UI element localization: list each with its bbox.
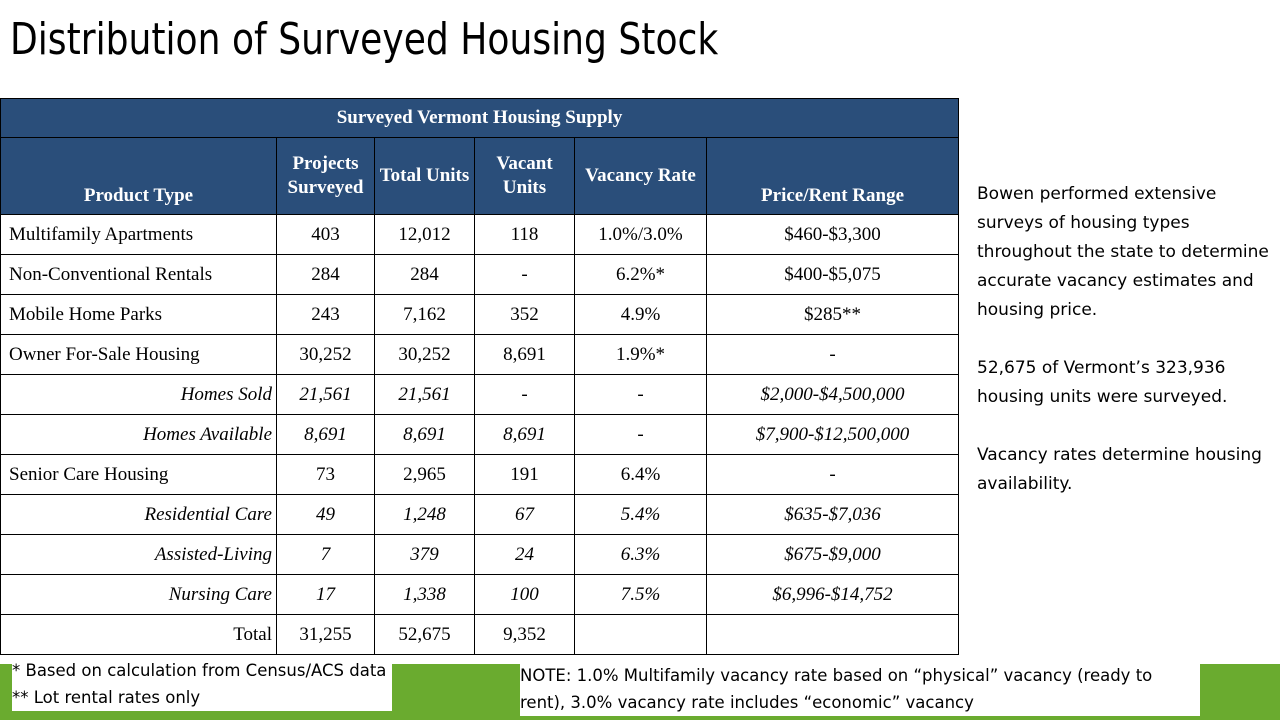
cell-total-units: 284 <box>374 254 475 295</box>
cell-product-type: Nursing Care <box>0 574 277 615</box>
table-row: Non-Conventional Rentals 284 284-6.2%* $400… <box>0 254 960 295</box>
housing-supply-table-wrap: Surveyed Vermont Housing Supply Product … <box>0 98 960 655</box>
table-row: Assisted-Living 7 379 24 6.3% $675-$9,000 <box>0 534 960 575</box>
header-total-units: Total Units <box>374 137 475 215</box>
table-row: Owner For-Sale Housing 30,252 30,252 8,691 1… <box>0 334 960 375</box>
cell-projects-surveyed: 7 <box>276 534 375 575</box>
cell-total-units: 1,338 <box>374 574 475 615</box>
cell-product-type: Mobile Home Parks <box>0 294 277 335</box>
cell-total-units: 30,252 <box>374 334 475 375</box>
cell-price-rent-range: $400-$5,075 <box>705 254 960 295</box>
cell-projects-surveyed: 21,561 <box>276 374 375 415</box>
cell-product-type: Total <box>0 614 277 655</box>
cell-vacancy-rate: - <box>574 374 707 415</box>
table-row: Senior Care Housing 73 2,965 191 6.4% - <box>0 454 960 495</box>
header-vacancy-rate: Vacancy Rate <box>574 137 707 215</box>
cell-price-rent-range: $2,000-$4,500,000 <box>705 374 960 415</box>
vacancy-note: NOTE: 1.0% Multifamily vacancy rate base… <box>520 662 1200 716</box>
table-row: Mobile Home Parks 243 7,162 352 4.9% $285** <box>0 294 960 335</box>
footnote-1: * Based on calculation from Census/ACS d… <box>12 661 387 680</box>
cell-vacant-units: - <box>474 254 575 295</box>
cell-projects-surveyed: 31,255 <box>276 614 375 655</box>
cell-vacant-units: 9,352 <box>474 614 575 655</box>
side-commentary: Bowen performed extensive surveys of hou… <box>977 180 1275 528</box>
cell-product-type: Senior Care Housing <box>0 454 277 495</box>
cell-product-type: Homes Sold <box>0 374 277 415</box>
cell-total-units: 21,561 <box>374 374 475 415</box>
header-vacant-units: Vacant Units <box>474 137 575 215</box>
cell-vacant-units: 191 <box>474 454 575 495</box>
header-price-rent-range: Price/Rent Range <box>705 137 960 215</box>
cell-price-rent-range: $7,900-$12,500,000 <box>705 414 960 455</box>
cell-projects-surveyed: 73 <box>276 454 375 495</box>
cell-vacancy-rate: 7.5% <box>574 574 707 615</box>
side-paragraph-2: 52,675 of Vermont’s 323,936 housing unit… <box>977 358 1228 407</box>
cell-total-units: 8,691 <box>374 414 475 455</box>
cell-vacancy-rate <box>574 614 707 655</box>
table-row: Total 31,255 52,675 9,352 <box>0 614 960 655</box>
table-row: Nursing Care 17 1,338 100 7.5% $6,996-$14,752 <box>0 574 960 615</box>
cell-product-type: Non-Conventional Rentals <box>0 254 277 295</box>
footnote-2: ** Lot rental rates only <box>12 688 201 707</box>
cell-vacant-units: 8,691 <box>474 414 575 455</box>
cell-projects-surveyed: 30,252 <box>276 334 375 375</box>
cell-vacancy-rate: 6.3% <box>574 534 707 575</box>
table-row: Multifamily Apartments 403 12,012 118 1.0%/3… <box>0 214 960 255</box>
cell-vacant-units: 352 <box>474 294 575 335</box>
cell-price-rent-range <box>705 614 960 655</box>
cell-vacant-units: 24 <box>474 534 575 575</box>
side-paragraph-3: Vacancy rates determine housing availabi… <box>977 445 1262 494</box>
header-product-type: Product Type <box>0 137 277 215</box>
table-body: Multifamily Apartments 403 12,012 118 1.0%/3… <box>0 214 960 655</box>
cell-projects-surveyed: 8,691 <box>276 414 375 455</box>
cell-vacancy-rate: 4.9% <box>574 294 707 335</box>
cell-product-type: Assisted-Living <box>0 534 277 575</box>
cell-vacant-units: 8,691 <box>474 334 575 375</box>
cell-projects-surveyed: 284 <box>276 254 375 295</box>
cell-product-type: Multifamily Apartments <box>0 214 277 255</box>
cell-vacancy-rate: 6.4% <box>574 454 707 495</box>
cell-projects-surveyed: 403 <box>276 214 375 255</box>
cell-vacant-units: 67 <box>474 494 575 535</box>
housing-supply-table: Surveyed Vermont Housing Supply Product … <box>0 98 960 655</box>
cell-price-rent-range: - <box>705 334 960 375</box>
cell-projects-surveyed: 17 <box>276 574 375 615</box>
cell-price-rent-range: $285** <box>705 294 960 335</box>
cell-product-type: Homes Available <box>0 414 277 455</box>
table-row: Homes Available 8,691 8,691 8,691- $7,900-$1… <box>0 414 960 455</box>
table-row: Residential Care 49 1,248 67 5.4% $635-$7,036 <box>0 494 960 535</box>
cell-price-rent-range: $675-$9,000 <box>705 534 960 575</box>
cell-vacancy-rate: 6.2%* <box>574 254 707 295</box>
cell-product-type: Owner For-Sale Housing <box>0 334 277 375</box>
cell-price-rent-range: $460-$3,300 <box>705 214 960 255</box>
cell-price-rent-range: - <box>705 454 960 495</box>
cell-projects-surveyed: 243 <box>276 294 375 335</box>
cell-price-rent-range: $635-$7,036 <box>705 494 960 535</box>
cell-projects-surveyed: 49 <box>276 494 375 535</box>
cell-price-rent-range: $6,996-$14,752 <box>705 574 960 615</box>
cell-product-type: Residential Care <box>0 494 277 535</box>
cell-total-units: 7,162 <box>374 294 475 335</box>
cell-total-units: 379 <box>374 534 475 575</box>
cell-vacant-units: 118 <box>474 214 575 255</box>
side-paragraph-1: Bowen performed extensive surveys of hou… <box>977 184 1269 320</box>
cell-vacancy-rate: 5.4% <box>574 494 707 535</box>
cell-vacant-units: 100 <box>474 574 575 615</box>
cell-total-units: 2,965 <box>374 454 475 495</box>
cell-vacant-units: - <box>474 374 575 415</box>
cell-vacancy-rate: 1.9%* <box>574 334 707 375</box>
footnotes: * Based on calculation from Census/ACS d… <box>12 657 393 711</box>
cell-total-units: 1,248 <box>374 494 475 535</box>
cell-vacancy-rate: - <box>574 414 707 455</box>
table-caption: Surveyed Vermont Housing Supply <box>0 98 960 138</box>
cell-total-units: 52,675 <box>374 614 475 655</box>
header-projects-surveyed: Projects Surveyed <box>276 137 375 215</box>
table-row: Homes Sold 21,561 21,561- - $2,000-$4,500,00… <box>0 374 960 415</box>
slide-title: Distribution of Surveyed Housing Stock <box>10 14 719 65</box>
cell-vacancy-rate: 1.0%/3.0% <box>574 214 707 255</box>
cell-total-units: 12,012 <box>374 214 475 255</box>
